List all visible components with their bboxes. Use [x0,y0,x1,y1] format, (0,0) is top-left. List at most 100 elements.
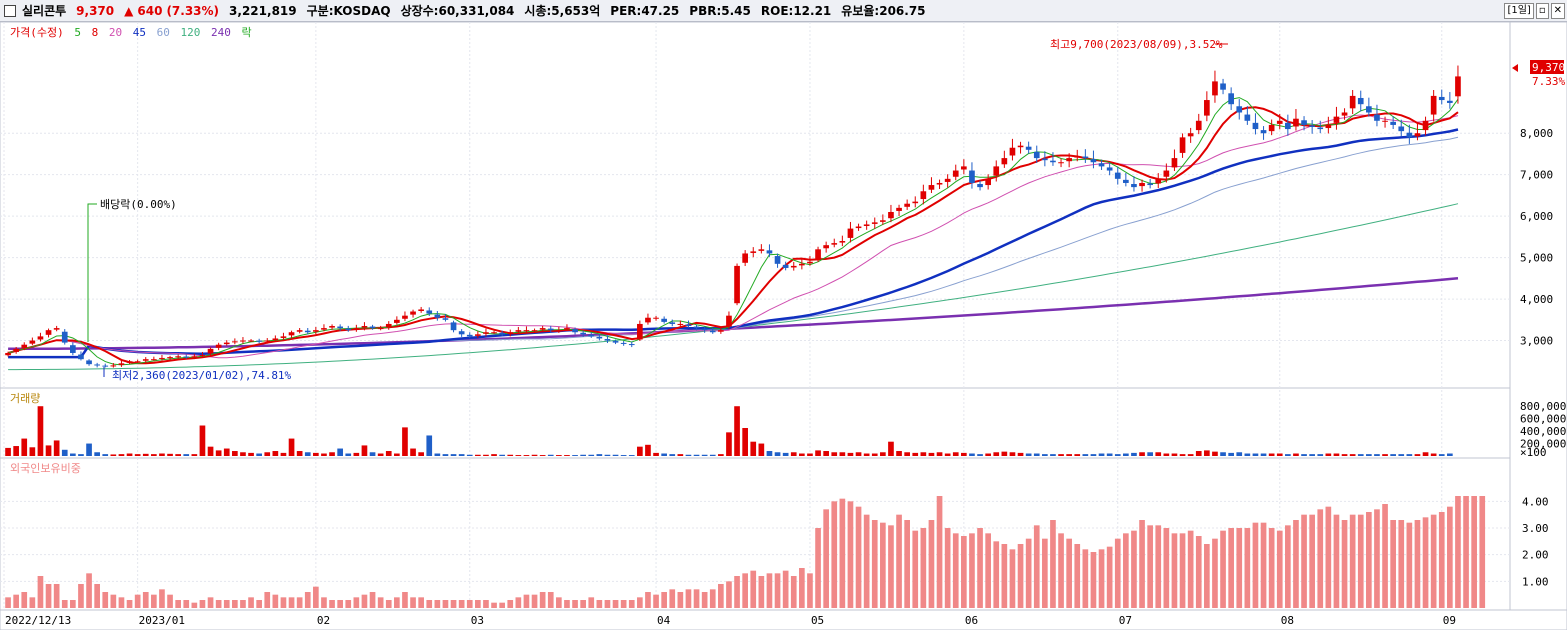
foreign-bar [628,600,635,608]
per-value: PER:47.25 [610,3,680,18]
volume-bar [766,451,773,456]
foreign-bar [223,600,230,608]
foreign-bar [1252,522,1259,608]
volume-bar [1187,454,1194,456]
volume-bar [45,445,52,456]
candle-body [1106,167,1113,171]
candle-body [1163,170,1170,177]
foreign-bar [1471,496,1477,608]
restore-icon[interactable]: ▫ [1535,3,1549,19]
volume-bar [191,454,198,456]
foreign-bar [596,600,603,608]
foreign-bar [604,600,611,608]
candle-body [248,340,254,342]
volume-bar [1001,451,1008,456]
price-y-tick: 6,000 [1520,210,1553,223]
volume-bar [321,453,327,456]
legend-ma45: 45 [133,26,146,39]
foreign-bar [337,600,343,608]
foreign-bar [1349,514,1356,608]
foreign-bar [815,528,821,608]
foreign-bar [645,592,651,608]
candle-body [450,322,457,331]
foreign-bar [1033,525,1040,608]
close-icon[interactable]: ✕ [1550,3,1565,19]
candle-body [839,241,846,243]
candle-body [159,357,165,359]
volume-bar [701,454,708,456]
foreign-bar [774,573,781,608]
ma20-line [7,114,1459,359]
foreign-bar [1147,525,1153,608]
volume-bar [709,454,716,456]
volume-bar [1325,453,1332,456]
candle-body [402,315,408,319]
volume-y-tick: ×100 [1520,446,1547,459]
foreign-bar [1155,525,1162,608]
foreign-bar [564,600,570,608]
foreign-bar [1455,496,1461,608]
volume-bar [863,453,870,456]
candle-body [920,191,927,200]
volume-bar [985,453,991,456]
foreign-bar [321,597,327,608]
foreign-bar [612,600,619,608]
foreign-bar [944,528,951,608]
foreign-bar [475,600,481,608]
foreign-bar [677,592,684,608]
volume-bar [920,452,927,456]
candle-body [199,355,206,357]
ma5-line [7,97,1459,366]
stock-chart[interactable]: 3,0004,0005,0006,0007,0008,000800,000600… [0,22,1567,630]
candle-body [410,311,416,315]
x-tick-label: 07 [1119,614,1132,627]
foreign-bar [118,597,125,608]
candle-body [102,365,109,367]
candle-body [142,359,149,361]
candle-body [782,264,789,268]
volume-bar [1195,451,1202,456]
candle-body [151,359,157,361]
foreign-bar [394,597,400,608]
change-arrow: ▲ [124,3,134,18]
volume-bar [628,455,635,456]
candle-body [904,203,910,207]
volume-y-tick: 800,000 [1520,400,1566,413]
candle-body [653,317,659,319]
foreign-bar [1050,520,1056,608]
volume-bar [240,452,246,456]
volume-bar [264,452,271,456]
foreign-bar [369,592,376,608]
volume-y-tick: 600,000 [1520,413,1566,426]
panel-checkbox[interactable] [4,4,16,17]
candle-body [790,265,797,268]
price-panel[interactable] [0,22,1511,389]
volume-bar [1155,452,1162,456]
volume-bar [199,425,206,456]
candle-body [823,245,829,249]
candle-body [596,336,603,339]
foreign-bar [871,520,878,608]
candle-body [191,356,198,358]
candle-body [1252,122,1259,130]
foreign-bar [53,584,60,608]
foreign-bar [1357,514,1364,608]
candle-body [118,363,125,365]
candle-body [475,334,481,336]
candle-body [1082,156,1089,159]
volume-bar [337,448,343,456]
volume-bar [1268,453,1275,456]
candle-body [385,323,392,328]
volume-bar [1147,452,1153,456]
candle-body [377,328,384,330]
candle-body [750,251,757,253]
volume-bar [1074,454,1081,456]
foreign-bar [1244,528,1251,608]
candle-body [37,336,44,340]
period-button[interactable]: [1일] [1504,3,1534,19]
candle-body [491,332,497,334]
foreign-bar [1325,506,1332,608]
volume-bar [1349,454,1356,456]
foreign-y-tick: 4.00 [1522,495,1549,508]
foreign-bar [1090,552,1097,608]
